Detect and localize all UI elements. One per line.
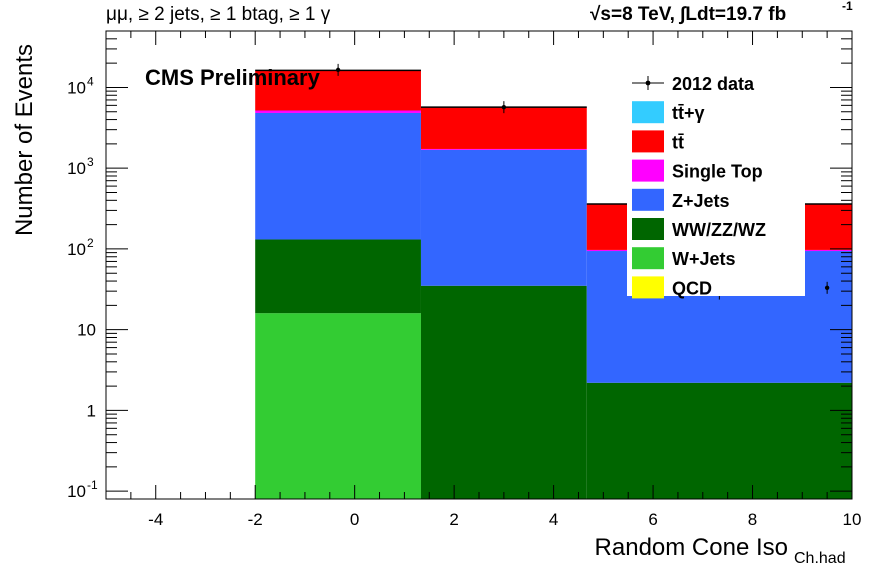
legend-label-w-jets: W+Jets xyxy=(672,249,736,269)
x-tick-label: -4 xyxy=(148,510,163,529)
x-axis-label-subscript: Ch.had xyxy=(794,550,846,567)
y-tick-label: 1 xyxy=(87,401,96,420)
legend-label-single-top: Single Top xyxy=(672,162,763,182)
legend-marker-data-point xyxy=(645,80,651,86)
y-tick-label: 10 xyxy=(67,482,86,501)
bar-z-jets-bin-2 xyxy=(420,149,587,286)
legend-label-z-jets: Z+Jets xyxy=(672,191,730,211)
x-tick-label: 10 xyxy=(843,510,862,529)
bar-ttbar-bin-2 xyxy=(420,107,587,149)
legend-label-ttbar-gamma: tt̄+γ xyxy=(672,103,705,123)
legend-swatch-ttbar-gamma xyxy=(632,101,664,124)
legend-swatch-ww-zz-wz xyxy=(632,218,664,240)
x-tick-label: 6 xyxy=(648,510,657,529)
x-tick-label: 8 xyxy=(748,510,757,529)
bar-single-top-bin-1 xyxy=(255,110,421,113)
bar-ww-zz-wz-bin-1 xyxy=(255,239,421,314)
data-point xyxy=(335,67,341,73)
chart-header-right: √s=8 TeV, ∫Ldt=19.7 fb xyxy=(590,4,786,25)
legend-label-ww-zz-wz: WW/ZZ/WZ xyxy=(672,220,766,240)
data-point xyxy=(824,285,830,291)
legend-swatch-ttbar xyxy=(632,130,664,153)
bar-single-top-bin-2 xyxy=(420,148,587,150)
legend-label-ttbar: tt̄ xyxy=(672,132,684,152)
x-tick-label: 2 xyxy=(449,510,458,529)
data-point xyxy=(501,104,507,110)
x-tick-label: -2 xyxy=(248,510,263,529)
legend-swatch-w-jets xyxy=(632,247,664,270)
bar-ttbar-bin-1 xyxy=(255,70,421,111)
y-tick-label-exponent: -1 xyxy=(87,478,98,492)
y-tick-label: 10 xyxy=(67,159,86,178)
y-axis-label: Number of Events xyxy=(11,44,38,236)
x-axis-label: Random Cone Iso xyxy=(595,534,788,561)
chart-legend: 2012 data tt̄+γ tt̄ Single Top Z+Jets WW/ZZ/W… xyxy=(627,65,805,299)
legend-swatch-single-top xyxy=(632,159,664,182)
y-tick-label: 10 xyxy=(67,78,86,97)
chart-header-left: μμ, ≥ 2 jets, ≥ 1 btag, ≥ 1 γ xyxy=(106,4,331,25)
x-tick-label: 4 xyxy=(549,510,558,529)
y-tick-label-exponent: 2 xyxy=(87,236,94,250)
x-tick-label: 0 xyxy=(350,510,359,529)
y-tick-label: 10 xyxy=(67,240,86,259)
chart-header-right-exponent: -1 xyxy=(842,0,853,13)
bar-z-jets-bin-1 xyxy=(255,112,421,240)
legend-label-qcd: QCD xyxy=(672,278,712,298)
bar-ww-zz-wz-bin-2 xyxy=(420,285,587,499)
y-tick-label-exponent: 4 xyxy=(87,74,94,88)
bar-w-jets-bin-1 xyxy=(255,313,421,499)
bar-ww-zz-wz-bin-3 xyxy=(586,382,852,499)
cms-preliminary-label: CMS Preliminary xyxy=(145,65,321,90)
legend-swatch-qcd xyxy=(632,276,664,299)
legend-label-2012-data: 2012 data xyxy=(672,74,755,94)
y-tick-label-exponent: 3 xyxy=(87,155,94,169)
y-tick-label: 10 xyxy=(77,321,96,340)
legend-swatch-z-jets xyxy=(632,188,664,211)
